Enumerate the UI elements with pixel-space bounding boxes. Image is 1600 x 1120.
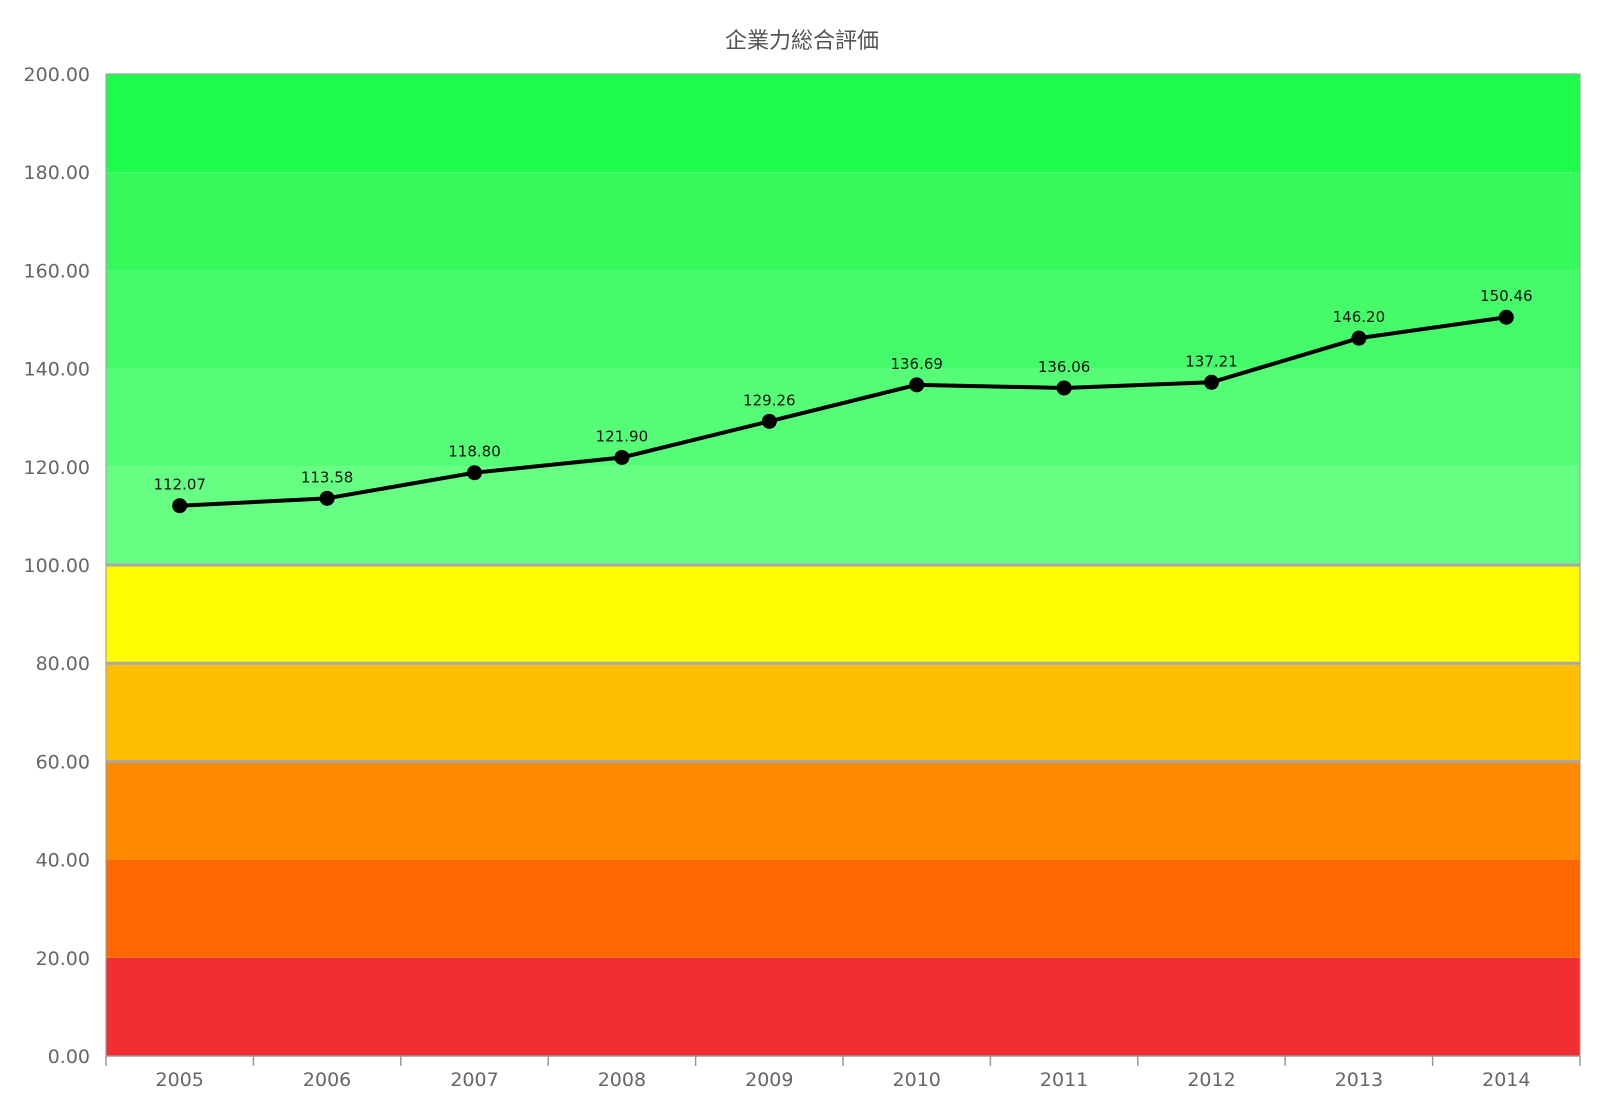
y-tick-label: 80.00: [36, 653, 90, 675]
data-point: [1204, 374, 1219, 390]
y-tick-label: 160.00: [24, 260, 90, 282]
score-bands: [106, 74, 1580, 1056]
x-axis: 2005 2006 2007 2008 2009 2010 2011 2012 2013 2014: [105, 1055, 1581, 1091]
data-label: 137.21: [1185, 352, 1238, 370]
data-point: [909, 377, 925, 393]
band-80-100: [106, 565, 1580, 664]
x-tick-label: 2008: [598, 1069, 646, 1091]
band-180-200: [106, 74, 1580, 173]
y-tick-label: 100.00: [24, 555, 90, 577]
y-axis: 0.00 20.00 40.00 60.00 80.00 100.00 120.00 140.…: [24, 64, 90, 1068]
chart-title: 企業力総合評価: [725, 29, 879, 54]
y-tick-label: 180.00: [24, 162, 90, 184]
data-point: [1056, 380, 1072, 396]
data-point: [319, 490, 335, 506]
data-point: [467, 465, 482, 481]
y-tick-label: 200.00: [24, 64, 90, 86]
data-point: [761, 413, 777, 429]
series-line: [179, 315, 1507, 508]
data-label: 136.06: [1038, 358, 1091, 376]
band-60-80: [106, 663, 1580, 762]
x-tick-label: 2013: [1335, 1069, 1383, 1091]
x-tick-label: 2009: [745, 1069, 793, 1091]
band-140-160: [106, 270, 1580, 369]
threshold-lines: [106, 563, 1580, 763]
y-tick-label: 20.00: [36, 948, 90, 970]
x-tick-label: 2012: [1187, 1069, 1235, 1091]
data-point: [1351, 330, 1367, 346]
data-label: 118.80: [448, 443, 501, 461]
data-label: 121.90: [596, 427, 649, 445]
series-group: 112.07 113.58 118.80 121.90 129.26 136.69 136.…: [153, 287, 1533, 514]
band-120-140: [106, 368, 1580, 467]
y-tick-label: 60.00: [36, 751, 90, 773]
y-tick-label: 140.00: [24, 359, 90, 381]
data-point: [172, 498, 188, 514]
y-tick-label: 0.00: [48, 1046, 90, 1068]
data-label: 129.26: [743, 391, 796, 409]
x-tick-label: 2011: [1040, 1069, 1088, 1091]
data-point: [1498, 309, 1514, 325]
y-tick-label: 120.00: [24, 457, 90, 479]
data-label: 136.69: [890, 355, 943, 373]
data-label: 146.20: [1333, 308, 1386, 326]
x-tick-label: 2014: [1482, 1069, 1530, 1091]
data-point: [614, 449, 630, 465]
x-tick-label: 2006: [303, 1069, 351, 1091]
x-tick-label: 2010: [893, 1069, 941, 1091]
y-tick-label: 40.00: [36, 850, 90, 872]
band-40-60: [106, 761, 1580, 860]
band-160-180: [106, 172, 1580, 271]
x-tick-label: 2007: [450, 1069, 498, 1091]
data-label: 112.07: [153, 476, 206, 494]
x-tick-label: 2005: [156, 1069, 204, 1091]
band-100-120: [106, 466, 1580, 565]
band-0-20: [106, 957, 1580, 1056]
data-label: 150.46: [1480, 287, 1533, 305]
band-20-40: [106, 859, 1580, 958]
data-label: 113.58: [301, 468, 354, 486]
